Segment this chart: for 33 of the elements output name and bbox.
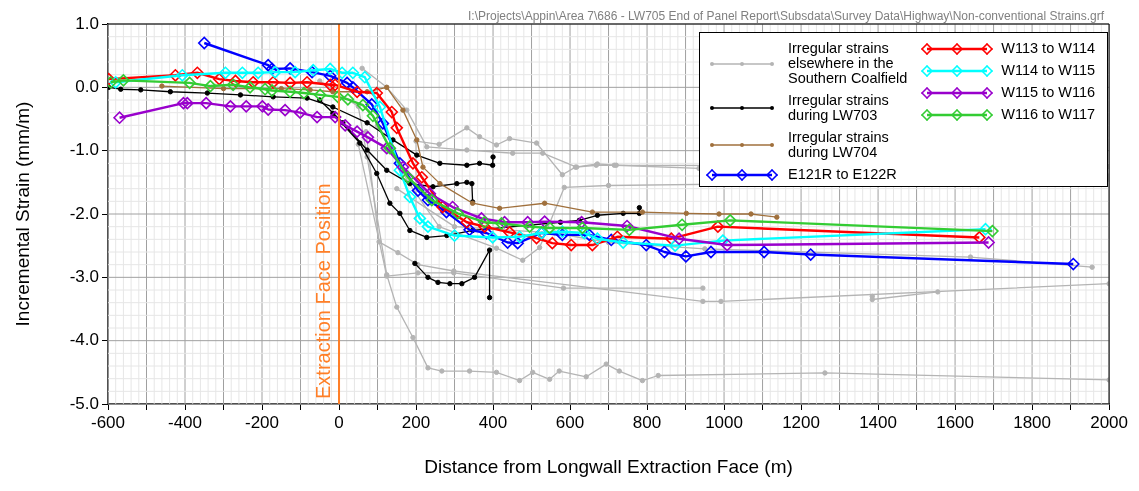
x-tick-label: 1000	[705, 412, 743, 432]
x-tick-label: 1600	[936, 412, 974, 432]
ref-line-label: Extraction Face Position	[311, 183, 334, 399]
y-tick-label: -4.0	[69, 330, 99, 350]
y-tick-label: -5.0	[69, 393, 99, 413]
text: I:\Projects\Appin\Area 7\686 - LW705 End of Panel Report\Subsdata\Survey Data\Highway\Non-conventional Strains.grf	[467, 9, 1105, 23]
y-axis-title: Incremental Strain (mm/m)	[11, 101, 33, 327]
y-tick-label: -3.0	[69, 267, 99, 287]
x-tick-label: 1800	[1013, 412, 1051, 432]
x-tick-label: 1200	[782, 412, 820, 432]
legend-label: W116 to W117	[1001, 106, 1097, 122]
x-tick-label: -400	[167, 412, 203, 432]
legend-label: W113 to W114	[1001, 40, 1097, 56]
legend-label: Irregular strains during LW703	[788, 92, 890, 123]
x-tick-label: 800	[632, 412, 662, 432]
y-tick-label: -1.0	[69, 140, 99, 160]
y-tick-label: 0.0	[75, 77, 99, 97]
legend-label: Irregular strains during LW704	[788, 129, 890, 160]
x-tick-label: 200	[401, 412, 431, 432]
legend-label: Irregular strains elsewhere in the Southern Coalfield	[788, 40, 908, 86]
x-axis-title: Distance from Longwall Extraction Face (m)	[424, 455, 793, 477]
legend-label: W114 to W115	[1001, 62, 1097, 78]
x-tick-label: 600	[555, 412, 585, 432]
x-tick-label: 400	[478, 412, 508, 432]
y-tick-label: 1.0	[75, 13, 99, 33]
x-tick-label: -200	[245, 412, 280, 432]
x-tick-label: 0	[334, 412, 344, 432]
legend-label: W115 to W116	[1001, 84, 1097, 100]
y-tick-label: -2.0	[69, 203, 99, 223]
x-tick-label: 2000	[1090, 412, 1128, 432]
x-tick-label: -600	[90, 412, 126, 432]
x-tick-label: 1400	[859, 412, 897, 432]
legend-label: E121R to E122R	[788, 166, 898, 182]
